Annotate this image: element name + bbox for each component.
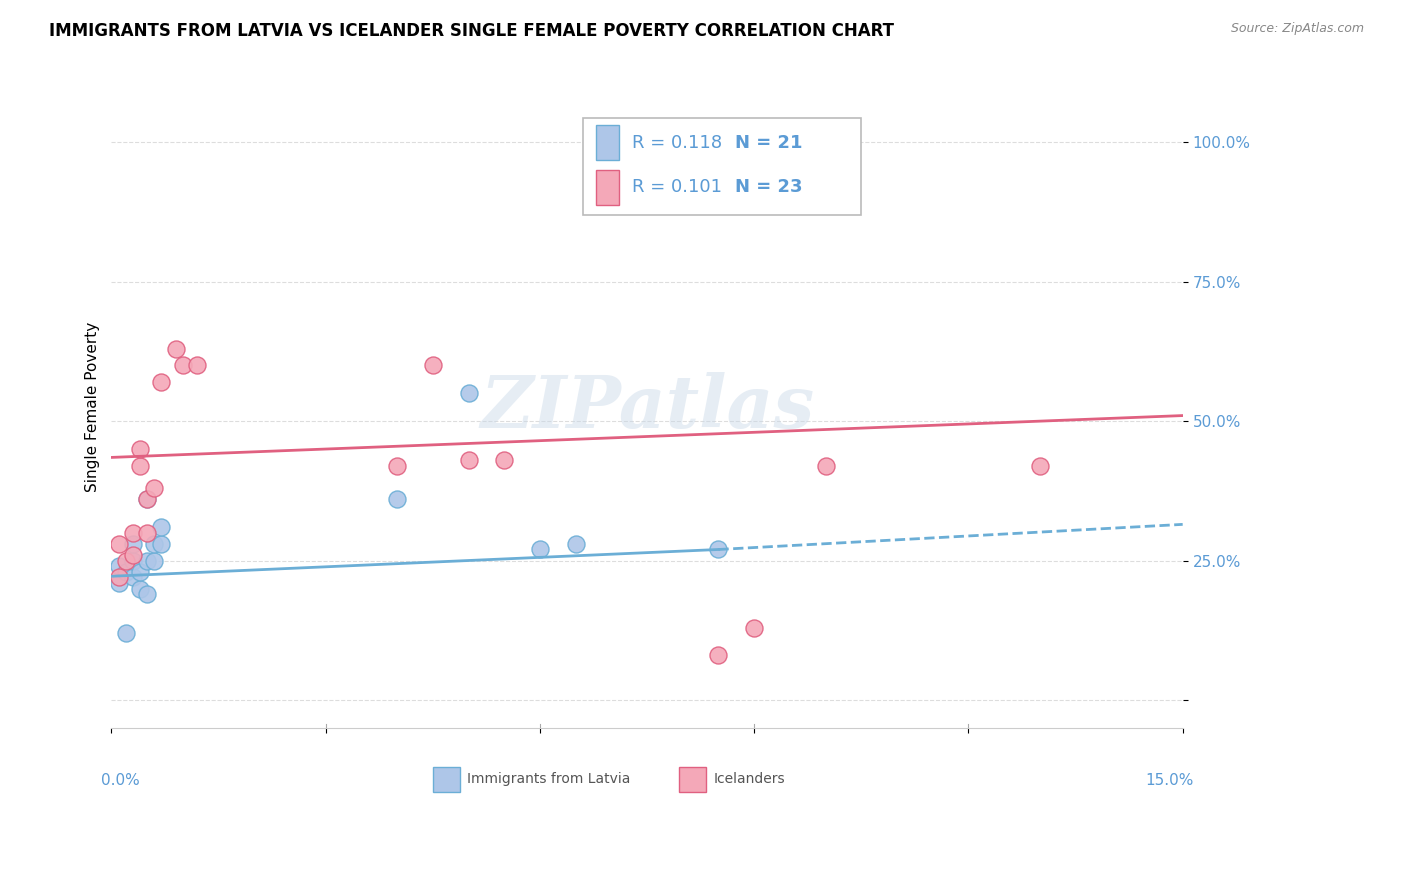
Text: IMMIGRANTS FROM LATVIA VS ICELANDER SINGLE FEMALE POVERTY CORRELATION CHART: IMMIGRANTS FROM LATVIA VS ICELANDER SING… [49,22,894,40]
Text: Icelanders: Icelanders [713,772,785,787]
Point [107,570,129,584]
Text: ZIPatlas: ZIPatlas [479,372,814,442]
Point [129,582,152,596]
Point [742,621,765,635]
Text: Immigrants from Latvia: Immigrants from Latvia [467,772,630,787]
Point [150,375,173,389]
Point [457,386,479,401]
Point [121,570,143,584]
Bar [596,125,619,161]
Point [172,359,194,373]
Point [129,565,152,579]
Point [114,626,136,640]
Text: R = 0.101: R = 0.101 [633,178,723,196]
Point [1029,458,1052,473]
Bar [679,766,706,792]
Point [494,453,516,467]
Point [121,554,143,568]
Point [143,554,166,568]
Y-axis label: Single Female Poverty: Single Female Poverty [86,322,100,492]
Bar [596,169,619,205]
Point [136,492,159,507]
Text: N = 23: N = 23 [735,178,803,196]
FancyBboxPatch shape [582,119,862,215]
Text: R = 0.118: R = 0.118 [633,134,723,152]
Point [121,537,143,551]
Point [107,559,129,574]
Point [165,342,187,356]
Point [564,537,586,551]
Point [136,554,159,568]
Point [107,576,129,591]
Point [129,458,152,473]
Point [186,359,208,373]
Point [136,525,159,540]
Point [136,587,159,601]
Point [143,537,166,551]
Point [385,492,408,507]
Point [143,481,166,495]
Bar [433,766,460,792]
Point [121,525,143,540]
Point [600,152,623,166]
Text: 15.0%: 15.0% [1144,773,1194,788]
Text: 0.0%: 0.0% [101,773,139,788]
Point [114,554,136,568]
Point [136,492,159,507]
Point [707,648,730,663]
Point [114,565,136,579]
Point [707,542,730,557]
Point [457,453,479,467]
Text: N = 21: N = 21 [735,134,803,152]
Point [814,458,837,473]
Text: Source: ZipAtlas.com: Source: ZipAtlas.com [1230,22,1364,36]
Point [107,537,129,551]
Point [385,458,408,473]
Point [150,520,173,534]
Point [529,542,551,557]
Point [422,359,444,373]
Point [121,548,143,562]
Point [150,537,173,551]
Point [129,442,152,456]
